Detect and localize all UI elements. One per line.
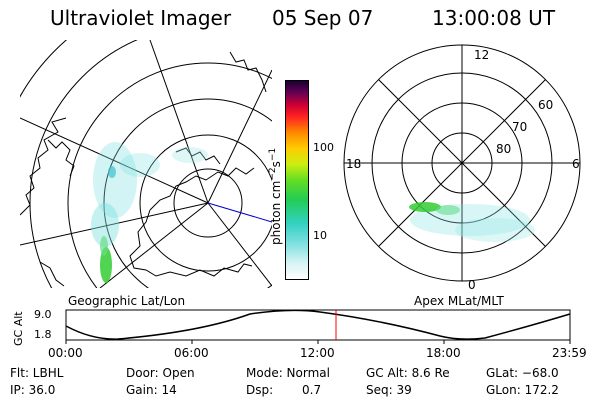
orbit-xtick-0000: 00:00	[48, 346, 83, 360]
gain-info: Gain: 14	[126, 383, 177, 397]
dsp-value: 0.7	[302, 383, 322, 397]
orbit-altitude-plot	[65, 309, 571, 344]
time-label: 13:00:08 UT	[432, 6, 556, 30]
geographic-caption: Geographic Lat/Lon	[68, 294, 186, 308]
orbit-ylabel: GC Alt	[12, 311, 25, 346]
instrument-title: Ultraviolet Imager	[50, 6, 232, 30]
ip-info: IP: 36.0	[10, 383, 56, 397]
mlt-label-0: 0	[468, 278, 476, 292]
auroral-emission-right	[409, 202, 535, 242]
mlat-label-80: 80	[496, 142, 512, 156]
mlat-label-60: 60	[538, 98, 554, 112]
dsp-label: Dsp:	[246, 383, 274, 397]
geographic-grid	[20, 40, 272, 288]
mlt-label-12: 12	[474, 48, 490, 62]
intensity-colorbar	[285, 80, 309, 280]
orbit-ytick-max: 9.0	[34, 308, 52, 321]
door-info: Door: Open	[126, 366, 195, 380]
orbit-xtick-1800: 18:00	[426, 346, 461, 360]
colorbar-tick-10: 10	[313, 229, 327, 242]
orbit-xtick-2359: 23:59	[552, 346, 587, 360]
glon-info: GLon: 172.2	[486, 383, 559, 397]
mlt-label-6: 6	[572, 157, 580, 171]
colorbar-tick-100: 100	[313, 141, 334, 154]
mlat-mlt-grid	[343, 44, 581, 282]
auroral-emission-left	[91, 142, 208, 283]
mlt-label-18: 18	[346, 157, 362, 171]
apex-caption: Apex MLat/MLT	[414, 294, 504, 308]
mode-info: Mode: Normal	[246, 366, 330, 380]
gc-alt-info: GC Alt: 8.6 Re	[366, 366, 450, 380]
colorbar-unit-label: photon cm−2s−1	[268, 147, 283, 245]
filter-info: Flt: LBHL	[10, 366, 64, 380]
date-label: 05 Sep 07	[272, 6, 374, 30]
glat-info: GLat: −68.0	[486, 366, 559, 380]
seq-info: Seq: 39	[366, 383, 412, 397]
orbit-xtick-0600: 06:00	[174, 346, 209, 360]
orbit-ytick-min: 1.8	[34, 328, 52, 341]
mlat-label-70: 70	[512, 120, 528, 134]
orbit-xtick-1200: 12:00	[300, 346, 335, 360]
